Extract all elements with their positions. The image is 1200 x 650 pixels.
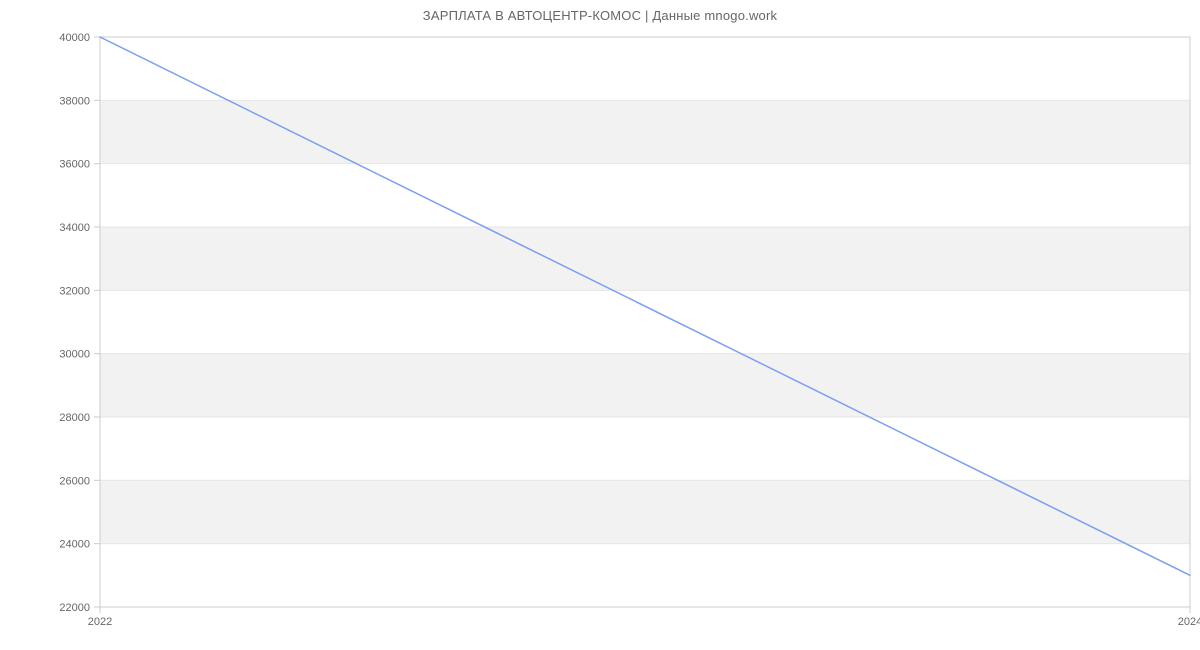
y-tick-label: 24000 <box>59 539 90 551</box>
y-tick-label: 38000 <box>59 95 90 107</box>
x-tick-label: 2022 <box>88 616 112 628</box>
y-tick-label: 26000 <box>59 475 90 487</box>
y-tick-label: 22000 <box>59 602 90 614</box>
y-tick-label: 28000 <box>59 412 90 424</box>
y-tick-label: 32000 <box>59 285 90 297</box>
y-tick-label: 40000 <box>59 32 90 44</box>
y-tick-label: 30000 <box>59 349 90 361</box>
y-tick-label: 36000 <box>59 159 90 171</box>
line-chart: 22000 24000 26000 28000 30000 32000 34000 36000… <box>0 27 1200 647</box>
y-tick-label: 34000 <box>59 222 90 234</box>
chart-title: ЗАРПЛАТА В АВТОЦЕНТР-КОМОС | Данные mnog… <box>0 0 1200 27</box>
x-tick-label: 2024 <box>1178 616 1200 628</box>
